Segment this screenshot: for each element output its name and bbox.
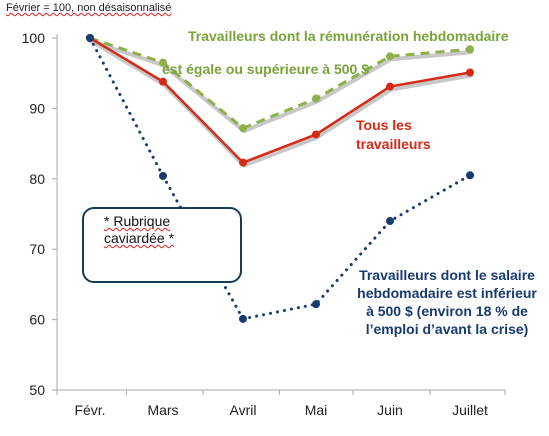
data-point-all xyxy=(312,130,320,139)
y-tick-label: 50 xyxy=(29,382,45,398)
redacted-box: * Rubrique caviardée * xyxy=(82,207,242,283)
data-point-low xyxy=(239,314,247,323)
annotation-high-earners-line2: est égale ou supérieure à 500 $ xyxy=(162,61,369,77)
data-point-high xyxy=(466,45,474,54)
data-point-high xyxy=(239,124,247,133)
y-tick-label: 60 xyxy=(29,312,45,328)
data-point-low xyxy=(86,34,94,42)
data-point-all xyxy=(466,68,474,77)
data-point-high xyxy=(159,58,167,67)
data-point-all xyxy=(159,77,167,86)
y-tick-label: 80 xyxy=(29,171,45,187)
data-point-high xyxy=(312,94,320,103)
data-point-all xyxy=(386,82,394,91)
y-tick-label: 100 xyxy=(22,30,46,46)
x-tick-label: Févr. xyxy=(74,402,105,418)
series-layer xyxy=(86,34,474,323)
tick-labels: 50 60 70 80 90 100 Févr. Mars Avril Mai Juin Juille… xyxy=(22,30,488,418)
data-point-all xyxy=(239,158,247,167)
data-point-low xyxy=(159,171,167,180)
x-tick-label: Mars xyxy=(147,402,178,418)
x-tick-label: Mai xyxy=(305,402,328,418)
x-tick-label: Juin xyxy=(377,402,403,418)
chart-axes xyxy=(52,34,506,395)
series-line-all xyxy=(88,36,472,164)
series-shadow-all xyxy=(89,39,473,168)
series-line-high xyxy=(89,36,471,130)
x-tick-label: Juillet xyxy=(452,402,488,418)
data-point-low xyxy=(386,217,394,226)
data-point-high xyxy=(386,52,394,61)
y-tick-label: 90 xyxy=(29,100,45,116)
annotation-low-earners: Travailleurs dont le salaire hebdomadair… xyxy=(357,267,537,337)
data-point-low xyxy=(312,300,320,309)
data-point-low xyxy=(466,171,474,180)
annotation-all-workers: Tous les travailleurs xyxy=(356,117,431,152)
chart-note: Février = 100, non désaisonnalisé xyxy=(6,2,172,14)
x-tick-label: Avril xyxy=(230,402,257,418)
y-tick-label: 70 xyxy=(29,241,45,257)
series-shadow-high xyxy=(89,39,473,134)
redacted-label: * Rubrique caviardée * xyxy=(104,213,175,246)
annotation-high-earners-line1: Travailleurs dont la rémunération hebdom… xyxy=(188,28,509,44)
